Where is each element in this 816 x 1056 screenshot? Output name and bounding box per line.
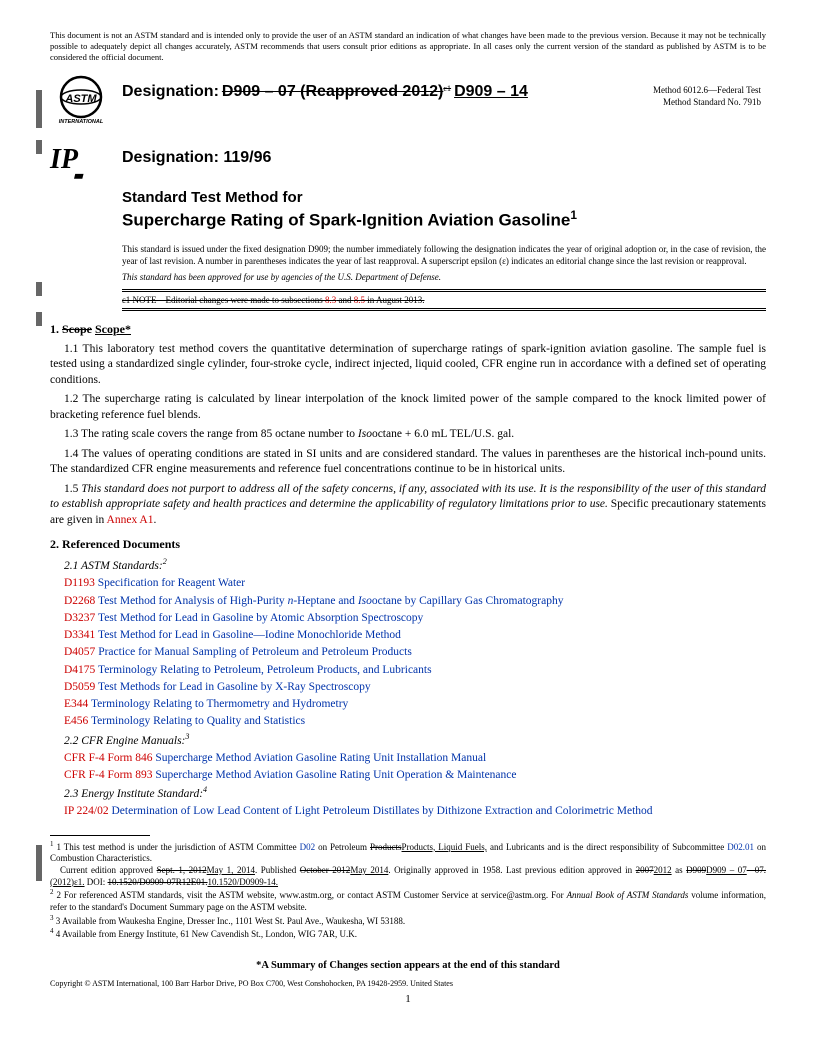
svg-text:ASTM: ASTM: [64, 93, 97, 105]
ref-item: D3237 Test Method for Lead in Gasoline b…: [64, 610, 766, 627]
ref-item: E456 Terminology Relating to Quality and…: [64, 713, 766, 730]
ref-title[interactable]: Practice for Manual Sampling of Petroleu…: [98, 646, 412, 658]
ref-item: E344 Terminology Relating to Thermometry…: [64, 696, 766, 713]
ref-item: D1193 Specification for Reagent Water: [64, 575, 766, 592]
ref-title[interactable]: Test Method for Lead in Gasoline—Iodine …: [98, 629, 401, 641]
scope-header: 1. Scope Scope*: [50, 321, 766, 337]
refdocs-header: 2. Referenced Documents: [50, 536, 766, 552]
ref-item: CFR F-4 Form 846 Supercharge Method Avia…: [64, 750, 766, 767]
ei-hdr: 2.3 Energy Institute Standard:4: [64, 784, 766, 803]
ref-code[interactable]: D4175: [64, 664, 95, 676]
ref-list: 2.1 ASTM Standards:2 D1193 Specification…: [64, 556, 766, 820]
annex-link[interactable]: Annex A1: [107, 514, 154, 526]
footnote-1b: Current edition approved Sept. 1, 2012Ma…: [50, 865, 766, 888]
ref-code[interactable]: CFR F-4 Form 893: [64, 769, 153, 781]
footnote-1: 1 1 This test method is under the jurisd…: [50, 840, 766, 865]
change-bar: [36, 282, 42, 296]
fed-method-line2: Method Standard No. 791b: [653, 97, 761, 109]
para-1-2: 1.2 The supercharge rating is calculated…: [50, 392, 766, 423]
para-1-3: 1.3 The rating scale covers the range fr…: [50, 427, 766, 443]
title-block: Standard Test Method for Supercharge Rat…: [122, 189, 766, 311]
change-bar: [36, 312, 42, 326]
editorial-note: ε1 NOTE—Editorial changes were made to s…: [122, 289, 766, 311]
designation-old: D909 – 07 (Reapproved 2012): [222, 83, 443, 100]
title-line2: Supercharge Rating of Spark-Ignition Avi…: [122, 208, 766, 231]
footnote-3: 3 3 Available from Waukesha Engine, Dres…: [50, 914, 766, 928]
ip-designation: Designation: 119/96: [122, 149, 271, 166]
ref-code[interactable]: D4057: [64, 646, 95, 658]
ref-item: CFR F-4 Form 893 Supercharge Method Avia…: [64, 767, 766, 784]
page-container: This document is not an ASTM standard an…: [0, 0, 816, 1027]
change-bar: [36, 90, 42, 128]
ref-code[interactable]: CFR F-4 Form 846: [64, 752, 153, 764]
svg-text:INTERNATIONAL: INTERNATIONAL: [59, 119, 104, 125]
dod-note: This standard has been approved for use …: [122, 271, 766, 283]
change-bar: [36, 845, 42, 881]
fed-method-line1: Method 6012.6—Federal Test: [653, 85, 761, 97]
title-line1: Standard Test Method for: [122, 189, 766, 208]
footnote-2: 2 2 For referenced ASTM standards, visit…: [50, 888, 766, 913]
page-number: 1: [50, 992, 766, 1007]
ref-title[interactable]: Test Method for Lead in Gasoline by Atom…: [98, 612, 423, 624]
ref-title[interactable]: Test Methods for Lead in Gasoline by X-R…: [98, 681, 371, 693]
ref-title[interactable]: Determination of Low Lead Content of Lig…: [112, 805, 653, 817]
ref-title[interactable]: Supercharge Method Aviation Gasoline Rat…: [155, 769, 516, 781]
copyright: Copyright © ASTM International, 100 Barr…: [50, 979, 766, 990]
ref-code[interactable]: D3341: [64, 629, 95, 641]
subcommittee-link[interactable]: D02.01: [727, 842, 754, 852]
ip-row: IP▃ Designation: 119/96: [50, 137, 766, 179]
ref-title[interactable]: Terminology Relating to Thermometry and …: [91, 698, 348, 710]
cfr-hdr: 2.2 CFR Engine Manuals:3: [64, 731, 766, 750]
ref-item: D5059 Test Methods for Lead in Gasoline …: [64, 679, 766, 696]
federal-method-note: Method 6012.6—Federal Test Method Standa…: [653, 85, 761, 108]
designation-new: D909 – 14: [454, 83, 528, 100]
para-1-4: 1.4 The values of operating conditions a…: [50, 447, 766, 478]
ref-title[interactable]: Specification for Reagent Water: [98, 577, 245, 589]
ref-item: D3341 Test Method for Lead in Gasoline—I…: [64, 627, 766, 644]
footnote-rule: [50, 835, 150, 836]
ref-item: IP 224/02 Determination of Low Lead Cont…: [64, 803, 766, 820]
para-1-1: 1.1 This laboratory test method covers t…: [50, 342, 766, 389]
ref-item: D4057 Practice for Manual Sampling of Pe…: [64, 644, 766, 661]
summary-changes-note: *A Summary of Changes section appears at…: [50, 959, 766, 973]
ref-code[interactable]: E456: [64, 715, 88, 727]
designation-eps: ε1: [443, 84, 451, 93]
ref-item: D2268 Test Method for Analysis of High-P…: [64, 593, 766, 610]
disclaimer-text: This document is not an ASTM standard an…: [50, 30, 766, 63]
ref-code[interactable]: E344: [64, 698, 88, 710]
ref-code[interactable]: D2268: [64, 595, 95, 607]
para-1-5: 1.5 This standard does not purport to ad…: [50, 482, 766, 529]
ref-code[interactable]: D3237: [64, 612, 95, 624]
committee-link[interactable]: D02: [300, 842, 316, 852]
designation-label: Designation:: [122, 83, 219, 100]
ref-code[interactable]: IP 224/02: [64, 805, 109, 817]
ref-code[interactable]: D5059: [64, 681, 95, 693]
astm-std-hdr: 2.1 ASTM Standards:2: [64, 556, 766, 575]
ref-item: D4175 Terminology Relating to Petroleum,…: [64, 662, 766, 679]
ref-title[interactable]: Test Method for Analysis of High-Purity …: [98, 595, 564, 607]
astm-logo: ASTM INTERNATIONAL: [50, 75, 112, 129]
change-bar: [36, 140, 42, 154]
ref-title[interactable]: Supercharge Method Aviation Gasoline Rat…: [155, 752, 486, 764]
ref-title[interactable]: Terminology Relating to Petroleum, Petro…: [98, 664, 432, 676]
ref-code[interactable]: D1193: [64, 577, 95, 589]
ip-logo: IP▃: [50, 137, 112, 179]
footnotes: 1 1 This test method is under the jurisd…: [50, 840, 766, 942]
issued-note: This standard is issued under the fixed …: [122, 243, 766, 267]
ref-title[interactable]: Terminology Relating to Quality and Stat…: [91, 715, 305, 727]
footnote-4: 4 4 Available from Energy Institute, 61 …: [50, 927, 766, 941]
